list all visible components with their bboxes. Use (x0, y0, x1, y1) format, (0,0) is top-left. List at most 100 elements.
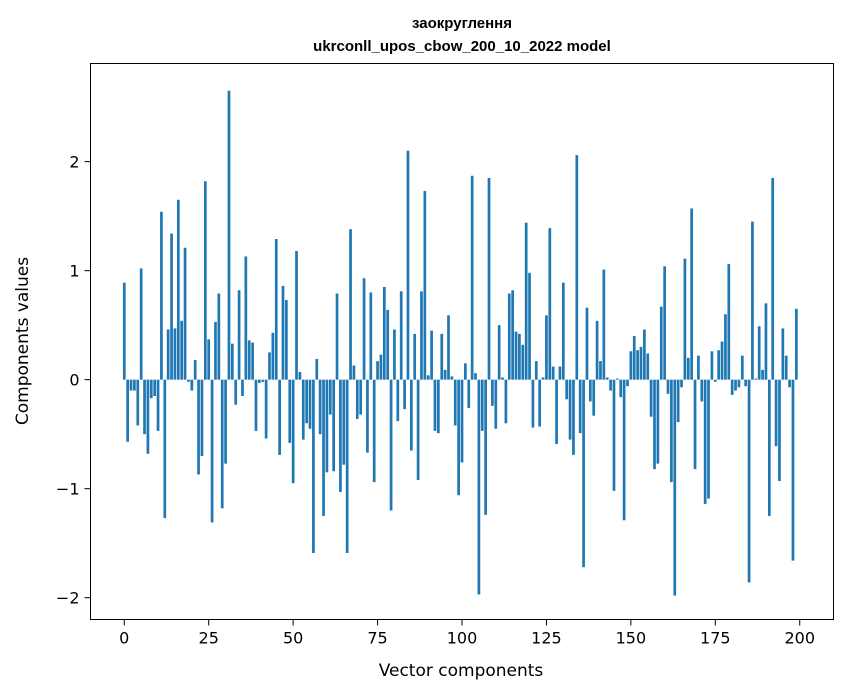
bar-88 (420, 291, 423, 380)
bar-165 (680, 379, 683, 388)
bar-130 (561, 282, 565, 380)
bar-106 (480, 379, 484, 431)
bar-40 (258, 379, 261, 383)
bar-44 (271, 332, 275, 380)
bar-178 (724, 314, 727, 380)
bar-17 (180, 320, 184, 380)
bar-0 (122, 282, 126, 380)
chart-title-line-2: ukrconll_upos_cbow_200_10_2022 model (313, 38, 611, 55)
bar-127 (551, 366, 555, 380)
bar-147 (619, 379, 623, 398)
bar-137 (585, 307, 589, 380)
bar-110 (494, 379, 498, 429)
bar-65 (342, 379, 346, 465)
chart-title-line-1: заокруглення (412, 15, 512, 32)
bar-37 (247, 340, 251, 380)
bar-15 (173, 328, 177, 380)
bar-196 (784, 355, 788, 380)
bar-3 (133, 379, 136, 391)
bar-58 (318, 379, 322, 435)
bar-51 (295, 251, 298, 380)
bar-25 (207, 339, 211, 380)
bar-89 (423, 191, 427, 380)
bar-96 (447, 315, 450, 380)
bar-79 (389, 379, 393, 511)
bar-104 (474, 373, 477, 380)
bar-18 (183, 247, 187, 380)
bar-46 (278, 379, 281, 455)
bar-191 (767, 379, 771, 516)
bar-7 (146, 379, 150, 454)
y-tick-label: −1 (56, 480, 80, 499)
bar-41 (261, 379, 265, 382)
bar-99 (457, 379, 460, 496)
x-tick-label: 50 (283, 629, 303, 648)
bar-122 (534, 361, 538, 380)
bar-185 (747, 379, 751, 583)
bar-9 (153, 379, 157, 397)
bar-1 (126, 379, 129, 442)
bar-38 (251, 342, 254, 380)
bar-129 (558, 366, 562, 380)
bar-170 (697, 355, 700, 380)
bar-24 (203, 181, 207, 380)
bar-190 (764, 303, 768, 380)
bar-180 (730, 379, 734, 395)
bar-114 (507, 293, 511, 380)
bar-36 (244, 256, 248, 380)
bar-11 (160, 211, 163, 380)
y-axis-label: Components values (13, 257, 33, 425)
bar-151 (632, 336, 636, 380)
bar-68 (352, 365, 356, 380)
bar-8 (149, 379, 153, 399)
bar-146 (616, 378, 619, 380)
bar-184 (744, 379, 748, 387)
bar-32 (230, 343, 234, 380)
bar-193 (774, 379, 778, 447)
bar-81 (396, 379, 400, 422)
bar-161 (666, 379, 670, 394)
x-tick-label: 150 (616, 629, 647, 648)
bar-188 (757, 326, 761, 380)
bar-120 (528, 272, 531, 380)
bar-98 (453, 379, 457, 426)
bar-64 (339, 379, 342, 492)
bar-169 (693, 379, 697, 470)
bar-31 (227, 90, 231, 380)
bar-28 (217, 293, 221, 380)
bar-73 (369, 292, 373, 380)
bar-189 (761, 369, 764, 380)
bar-175 (713, 379, 717, 382)
bar-111 (497, 325, 501, 380)
bar-172 (703, 379, 707, 504)
bar-194 (778, 379, 781, 482)
bar-140 (595, 320, 599, 380)
bar-173 (707, 379, 710, 499)
bar-168 (690, 208, 693, 380)
bar-62 (332, 379, 336, 472)
bar-66 (345, 379, 349, 553)
bar-160 (663, 266, 666, 380)
bar-142 (602, 269, 606, 380)
bar-29 (220, 379, 224, 509)
bar-156 (649, 379, 653, 417)
bar-86 (413, 333, 417, 380)
bar-94 (440, 333, 444, 380)
bar-57 (315, 358, 319, 380)
bars-group (122, 90, 798, 596)
bar-108 (487, 177, 491, 380)
bar-63 (335, 293, 339, 380)
bar-126 (548, 228, 552, 380)
bar-27 (214, 321, 217, 380)
bar-123 (538, 379, 542, 427)
x-axis-ticks: 0 25 50 75 100 125 150 175 200 (119, 619, 815, 648)
bar-42 (264, 379, 268, 439)
bar-90 (426, 375, 430, 380)
bar-163 (673, 379, 677, 596)
bar-61 (328, 379, 332, 415)
bar-181 (734, 379, 737, 391)
bar-198 (791, 379, 795, 561)
bar-26 (210, 379, 214, 523)
plot-frame (90, 63, 834, 620)
x-tick-label: 0 (119, 629, 129, 648)
